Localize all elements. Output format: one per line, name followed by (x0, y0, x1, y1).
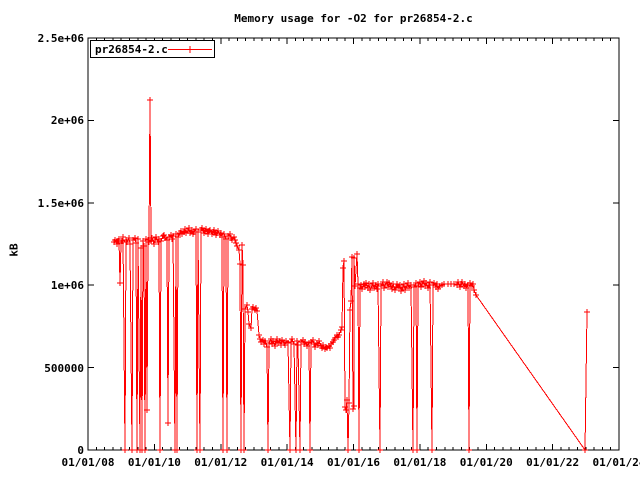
x-tick-label: 01/01/24 (592, 456, 640, 469)
y-tick-label: 2e+06 (50, 114, 84, 128)
x-tick-label: 01/01/08 (61, 456, 115, 469)
y-tick-label: 2.5e+06 (37, 32, 84, 45)
x-tick-label: 01/01/22 (526, 456, 580, 469)
data-point-markers (111, 97, 590, 453)
x-tick-label: 01/01/18 (393, 456, 447, 469)
x-tick-label: 01/01/14 (260, 456, 314, 469)
x-tick-label: 01/01/10 (127, 456, 181, 469)
y-axis-label: kB (7, 243, 21, 257)
legend-line-sample-icon (167, 45, 212, 53)
x-tick-label: 01/01/16 (327, 456, 380, 469)
y-tick-label: 1e+06 (50, 279, 84, 293)
y-tick-label: 1.5e+06 (37, 196, 84, 210)
chart-title: Memory usage for -O2 for pr26854-2.c (234, 12, 473, 25)
legend-series-label: pr26854-2.c (95, 42, 168, 56)
x-tick-label: 01/01/20 (459, 456, 513, 469)
y-tick-label: 500000 (44, 361, 84, 375)
y-tick-label: 0 (77, 444, 84, 457)
x-tick-label: 01/01/12 (194, 456, 248, 469)
axis-ticks (87, 37, 620, 451)
legend-box: pr26854-2.c (90, 40, 215, 58)
data-line (113, 99, 588, 452)
